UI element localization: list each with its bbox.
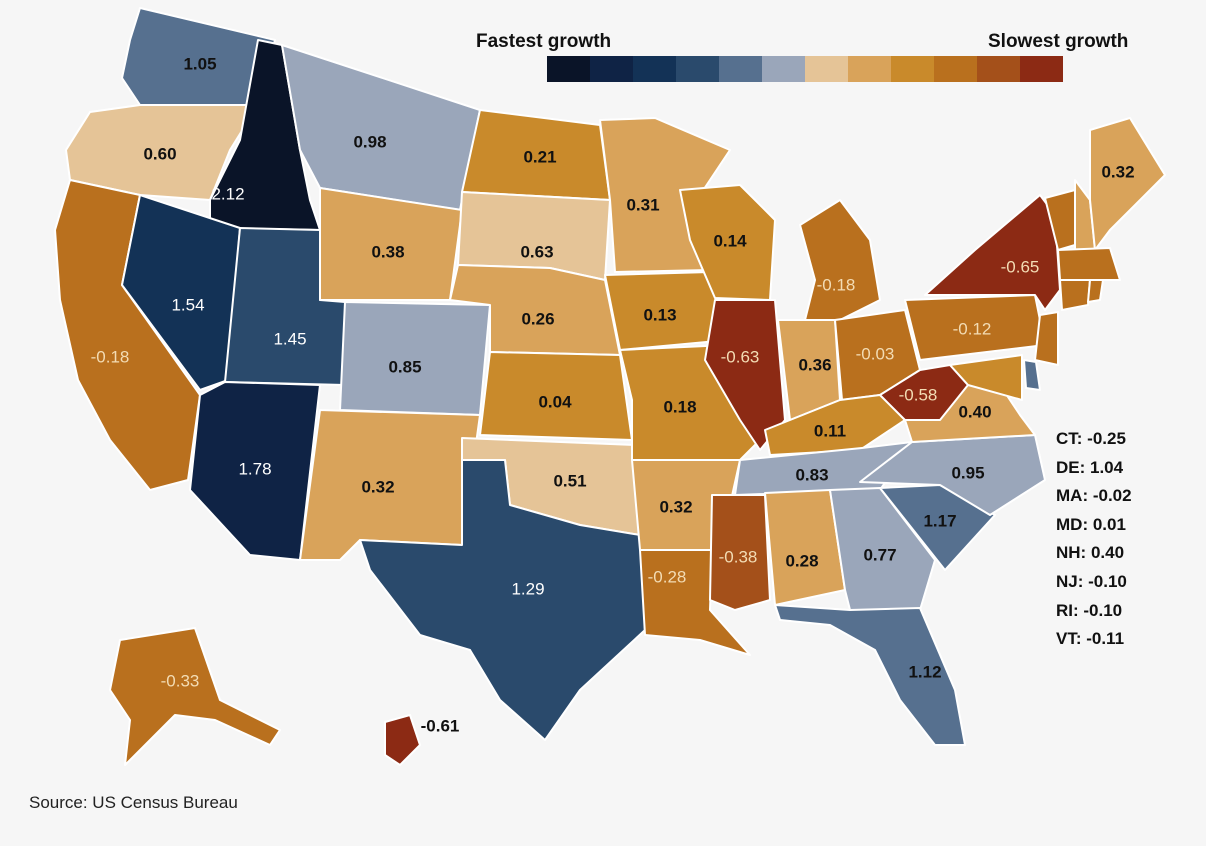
small-state-nh: NH: 0.40 [1056,543,1125,563]
legend-swatch-7 [805,56,848,82]
legend-swatch-1 [547,56,590,82]
state-NJ [1034,311,1059,366]
value-label-wy: 0.38 [371,242,404,261]
value-label-nv: 1.54 [171,295,204,314]
state-AZ [189,381,321,561]
value-label-nm: 0.32 [361,477,394,496]
value-label-or: 0.60 [143,144,176,163]
legend-swatch-11 [977,56,1020,82]
state-TX [359,459,646,741]
small-state-vt: VT: -0.11 [1056,629,1125,649]
state-DE [1023,359,1041,391]
value-label-co: 0.85 [388,357,421,376]
value-label-nd: 0.21 [523,147,556,166]
value-label-tx: 1.29 [511,579,544,598]
value-label-ia: 0.13 [643,305,676,324]
legend-swatch-5 [719,56,762,82]
legend-slowest-label: Slowest growth [988,31,1129,52]
value-label-oh: -0.03 [856,344,895,363]
legend-swatch-8 [848,56,891,82]
legend-swatch-2 [590,56,633,82]
value-label-ak: -0.33 [161,671,200,690]
state-NY [924,194,1061,311]
state-MI [799,199,881,321]
value-label-wv: -0.58 [899,385,938,404]
state-CT [1059,279,1091,311]
value-label-in: 0.36 [798,355,831,374]
value-label-me: 0.32 [1101,162,1134,181]
value-label-ok: 0.51 [553,471,586,490]
value-label-al: 0.28 [785,551,818,570]
small-state-nj: NJ: -0.10 [1056,571,1127,591]
legend-swatch-6 [762,56,805,82]
state-AK [109,627,281,766]
value-label-ny: -0.65 [1001,257,1040,276]
state-FL [774,604,966,746]
state-MS [709,494,771,611]
value-label-ar: 0.32 [659,497,692,516]
value-label-wi: 0.14 [713,231,747,250]
state-ME [1089,117,1166,251]
value-label-il: -0.63 [721,347,760,366]
state-SC [879,484,996,571]
legend-color-scale [547,56,1063,82]
state-NV [121,194,241,391]
value-label-va: 0.40 [958,402,991,421]
small-state-ma: MA: -0.02 [1056,486,1132,506]
small-state-md: MD: 0.01 [1056,514,1126,534]
value-label-sd: 0.63 [520,242,553,261]
legend-swatch-4 [676,56,719,82]
value-label-mn: 0.31 [626,195,659,214]
legend-swatch-10 [934,56,977,82]
value-label-ms: -0.38 [719,547,758,566]
value-label-wa: 1.05 [183,54,216,73]
value-label-ga: 0.77 [863,545,896,564]
source-note: Source: US Census Bureau [29,793,238,812]
value-label-mt: 0.98 [353,132,386,151]
value-label-id: 2.12 [211,184,244,203]
legend-fastest-label: Fastest growth [476,31,612,52]
value-label-mi: -0.18 [817,275,856,294]
value-label-fl: 1.12 [908,662,941,681]
small-states-list: CT: -0.25 DE: 1.04 MA: -0.02 MD: 0.01 NH… [1056,425,1132,654]
value-label-ca: -0.18 [91,347,130,366]
value-label-tn: 0.83 [795,465,828,484]
value-label-az: 1.78 [238,459,271,478]
value-label-ks: 0.04 [538,392,572,411]
state-IL [704,299,786,451]
value-label-ky: 0.11 [814,421,846,440]
state-MA [1057,247,1121,281]
value-label-pa: -0.12 [953,319,992,338]
value-label-hi: -0.61 [421,716,460,735]
value-label-mo: 0.18 [663,397,696,416]
legend-swatch-12 [1020,56,1063,82]
legend-swatch-3 [633,56,676,82]
value-label-ne: 0.26 [521,309,554,328]
small-state-ct: CT: -0.25 [1056,429,1126,448]
value-label-nc: 0.95 [951,463,984,482]
value-label-sc: 1.17 [923,511,956,530]
legend-swatch-9 [891,56,934,82]
state-MT [281,44,481,211]
state-MD [949,354,1023,401]
small-state-ri: RI: -0.10 [1056,600,1123,620]
state-RI [1087,279,1104,303]
value-label-ut: 1.45 [273,329,306,348]
value-label-la: -0.28 [648,567,687,586]
small-state-de: DE: 1.04 [1056,457,1124,477]
state-HI [384,714,421,766]
